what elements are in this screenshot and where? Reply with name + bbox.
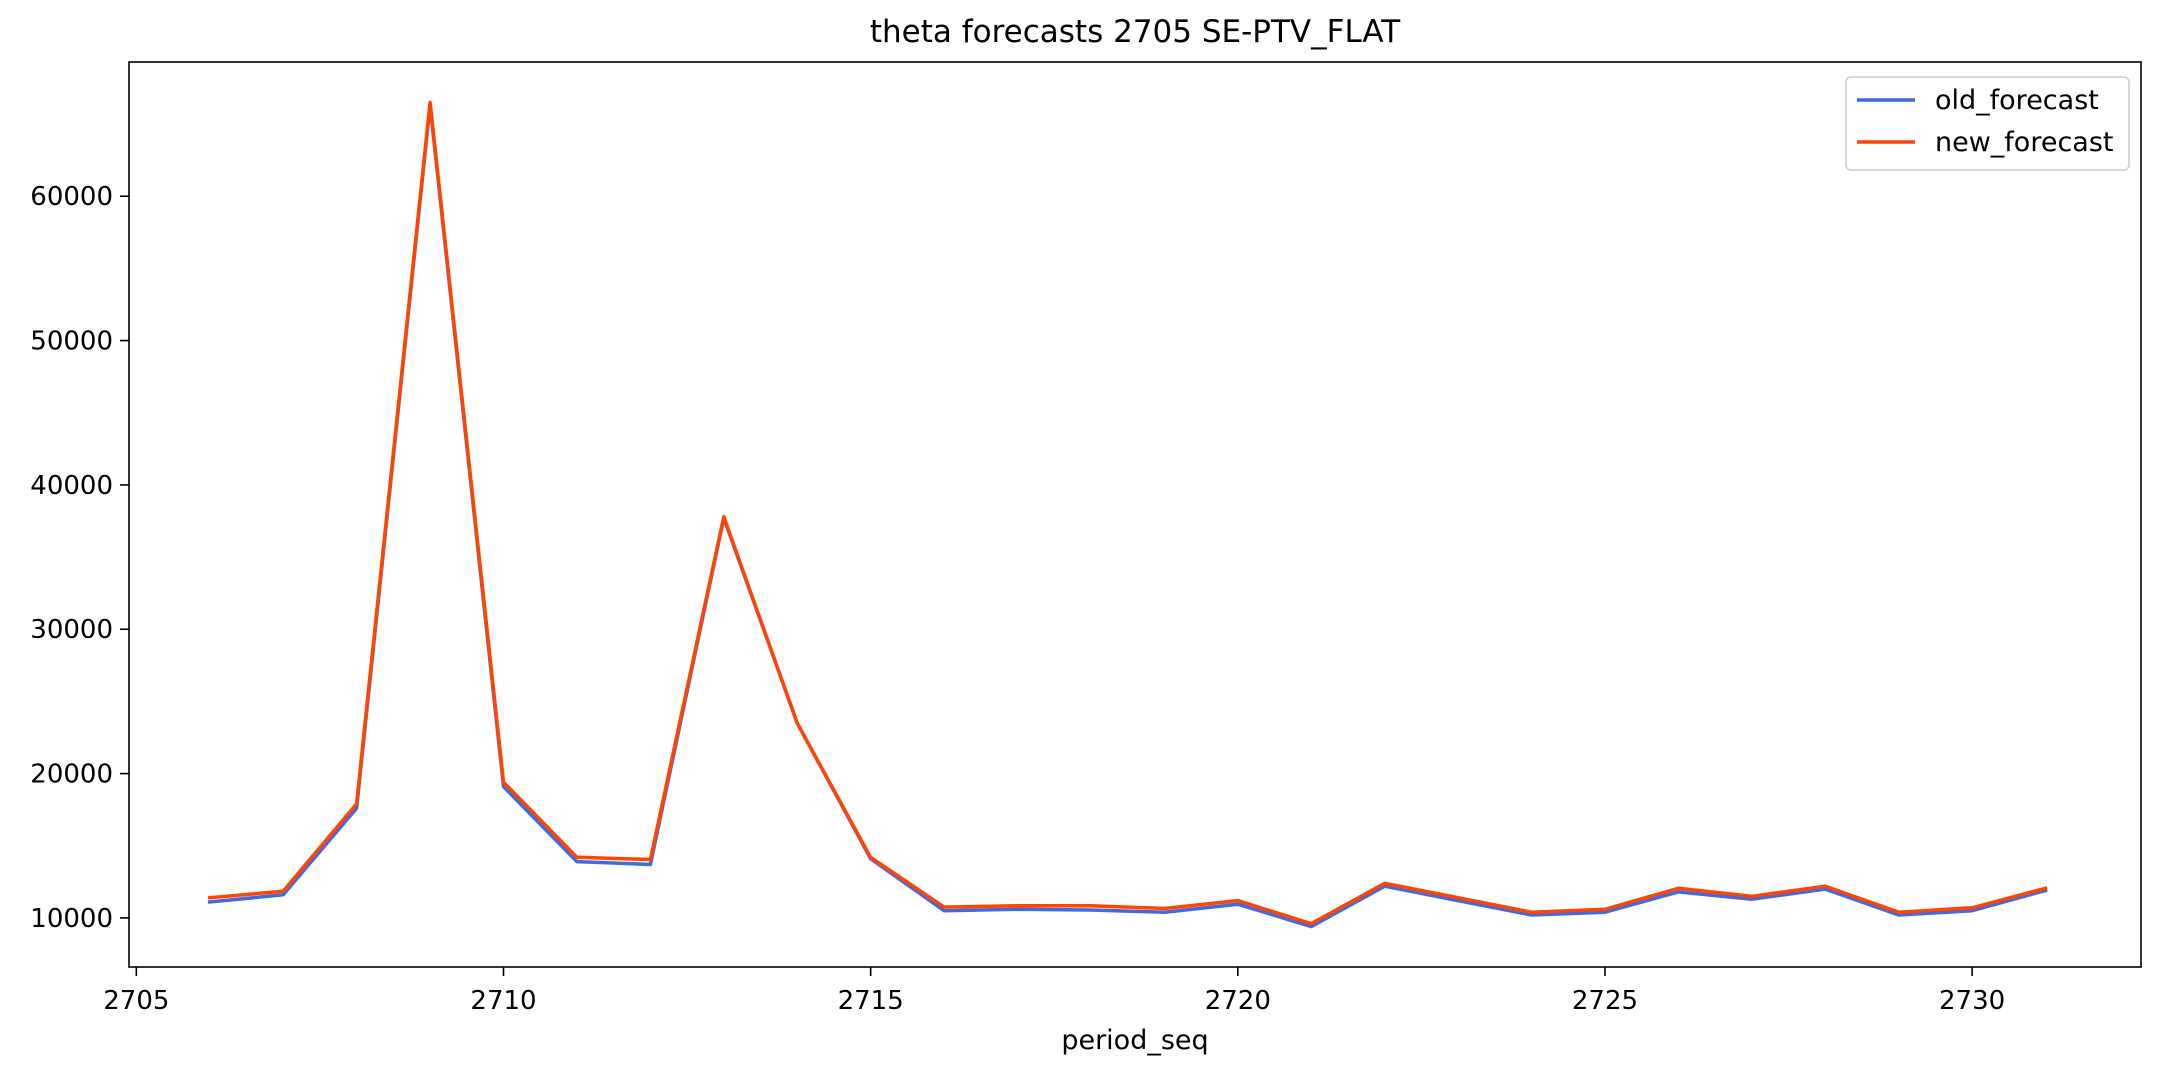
x-tick-label: 2710	[470, 986, 536, 1016]
x-tick-label: 2705	[103, 986, 169, 1016]
series-line-new-forecast	[207, 100, 2048, 926]
y-axis-ticks: 10000 20000 30000 40000 50000 60000	[30, 182, 129, 934]
legend-label-old-forecast: old_forecast	[1935, 85, 2099, 116]
x-axis-label: period_seq	[1061, 1025, 1208, 1056]
x-tick-label: 2715	[838, 986, 904, 1016]
legend-label-new-forecast: new_forecast	[1935, 127, 2114, 158]
chart-legend: old_forecast new_forecast	[1845, 76, 2130, 171]
chart-title: theta forecasts 2705 SE-PTV_FLAT	[870, 14, 1401, 50]
y-tick-label: 40000	[30, 471, 113, 501]
y-tick-label: 30000	[30, 615, 113, 645]
y-tick-label: 10000	[30, 904, 113, 934]
legend-box	[1845, 76, 2130, 171]
x-tick-label: 2725	[1572, 986, 1638, 1016]
series-line-old-forecast	[207, 103, 2048, 929]
plot-area-frame	[128, 61, 2142, 968]
y-tick-label: 50000	[30, 327, 113, 357]
y-tick-label: 60000	[30, 182, 113, 212]
x-tick-label: 2720	[1205, 986, 1271, 1016]
y-tick-label: 20000	[30, 760, 113, 790]
series-lines	[207, 100, 2048, 929]
x-axis-ticks: 2705 2710 2715 2720 2725 2730	[103, 967, 2005, 1016]
x-tick-label: 2730	[1939, 986, 2005, 1016]
